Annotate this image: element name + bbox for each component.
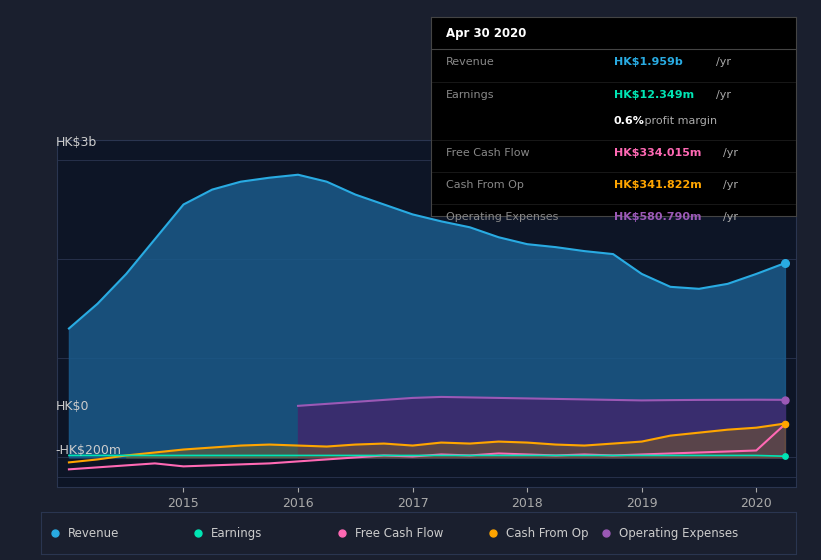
Point [778, 395, 791, 404]
Text: /yr: /yr [716, 57, 731, 67]
Text: Free Cash Flow: Free Cash Flow [446, 148, 530, 158]
Point [778, 452, 791, 461]
Text: HK$341.822m: HK$341.822m [614, 180, 701, 190]
Text: Apr 30 2020: Apr 30 2020 [446, 27, 526, 40]
Text: HK$0: HK$0 [56, 399, 89, 413]
Text: /yr: /yr [716, 90, 731, 100]
Text: Free Cash Flow: Free Cash Flow [355, 527, 443, 540]
Text: Cash From Op: Cash From Op [506, 527, 588, 540]
Text: -HK$200m: -HK$200m [56, 444, 122, 458]
Text: Revenue: Revenue [67, 527, 119, 540]
Text: Revenue: Revenue [446, 57, 494, 67]
Text: /yr: /yr [723, 148, 738, 158]
Text: /yr: /yr [723, 212, 738, 222]
Text: HK$580.790m: HK$580.790m [614, 212, 701, 222]
Text: Cash From Op: Cash From Op [446, 180, 524, 190]
Text: HK$3b: HK$3b [56, 136, 97, 150]
Point [778, 419, 791, 428]
Text: HK$334.015m: HK$334.015m [614, 148, 701, 158]
Text: /yr: /yr [723, 180, 738, 190]
Text: Operating Expenses: Operating Expenses [619, 527, 738, 540]
Text: 0.6%: 0.6% [614, 116, 644, 126]
Text: Earnings: Earnings [446, 90, 494, 100]
Text: Operating Expenses: Operating Expenses [446, 212, 558, 222]
Text: Earnings: Earnings [211, 527, 263, 540]
Text: HK$1.959b: HK$1.959b [614, 57, 682, 67]
Point [778, 259, 791, 268]
Text: HK$12.349m: HK$12.349m [614, 90, 694, 100]
Text: profit margin: profit margin [641, 116, 718, 126]
